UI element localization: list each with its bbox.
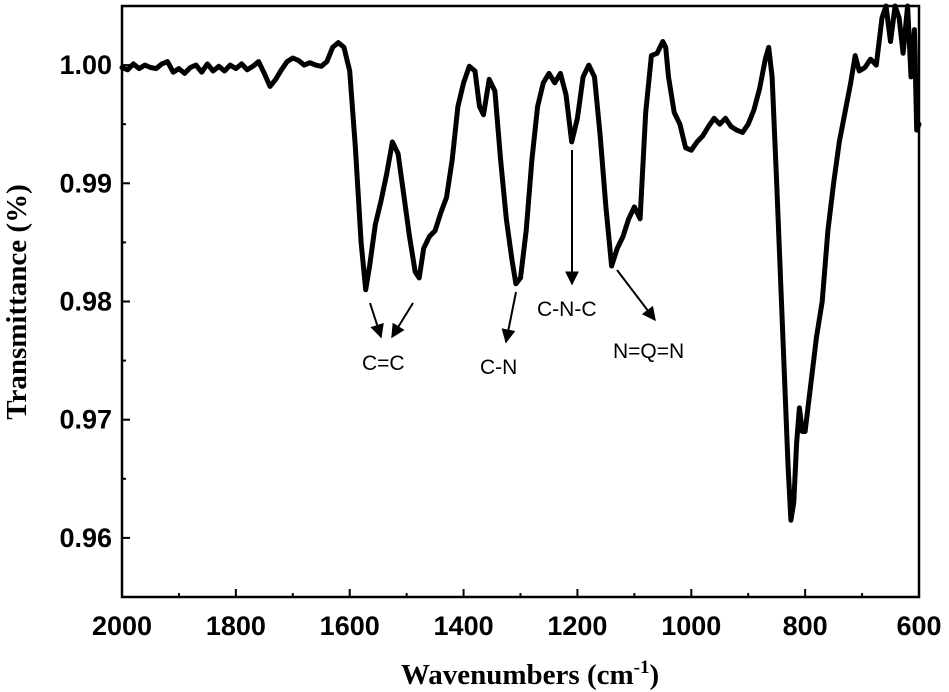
y-tick-label: 0.99 [59,168,112,198]
annotation-cnc: C-N-C [537,150,596,321]
x-axis: 2000 1800 1600 1400 1200 1000 800 600 [92,589,942,641]
x-axis-title-main: Wavenumbers (cm [401,659,634,691]
y-tick-label: 0.96 [59,523,112,553]
annotation-cn: C-N [480,291,517,379]
y-tick-label: 0.98 [59,287,112,317]
x-tick-label: 1800 [206,611,266,641]
arrow-cn [501,291,517,344]
x-tick-label: 800 [783,611,828,641]
x-axis-title: Wavenumbers (cm-1) [401,657,659,691]
x-tick-label: 1600 [320,611,380,641]
annotation-nqn: N=Q=N [613,269,684,363]
x-axis-title-sup: -1 [634,657,650,678]
annotation-label-cc: C=C [362,352,405,375]
y-axis-title: Transmittance (%) [1,184,33,419]
arrow-nqn [616,269,656,322]
y-tick-label: 1.00 [59,50,112,80]
annotation-label-nqn: N=Q=N [613,340,684,363]
x-axis-title-tail: ) [649,659,659,691]
x-tick-label: 600 [896,611,941,641]
arrow-cc-2 [391,302,414,339]
x-tick-label: 1200 [547,611,607,641]
y-tick-label: 0.97 [59,405,112,435]
annotation-cc: C=C [362,302,414,375]
arrow-cc-1 [369,302,384,339]
annotation-label-cn: C-N [480,356,517,379]
plot-frame [120,4,921,599]
x-tick-label: 2000 [92,611,152,641]
y-axis: 0.96 0.97 0.98 0.99 1.00 [59,50,130,553]
spectrum-line [119,3,922,523]
x-tick-label: 1000 [661,611,721,641]
annotation-label-cnc: C-N-C [537,298,596,321]
x-tick-label: 1400 [434,611,494,641]
